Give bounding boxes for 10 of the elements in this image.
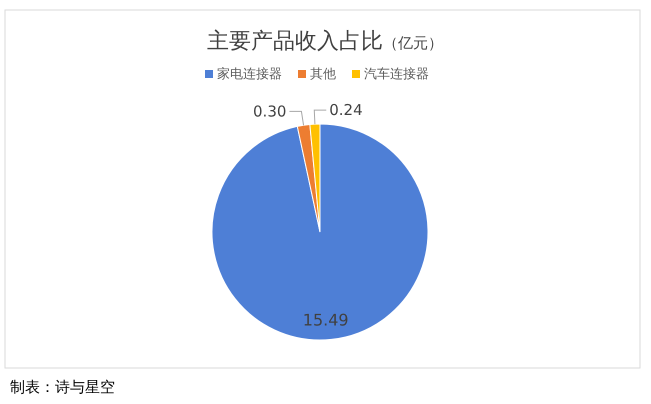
data-label: 15.49 [302, 310, 349, 330]
text: 制表：诗与星空 [10, 378, 115, 396]
chart-subtitle: （亿元） [383, 34, 443, 52]
chart-title: 主要产品收入占比 [207, 29, 383, 54]
pie-slice [212, 124, 428, 340]
data-label: 0.24 [329, 101, 363, 120]
data-label: 0.30 [253, 102, 286, 120]
legend-label: 家电连接器 [217, 66, 282, 82]
legend-label: 汽车连接器 [364, 67, 429, 82]
legend-label: 其他 [310, 67, 336, 82]
